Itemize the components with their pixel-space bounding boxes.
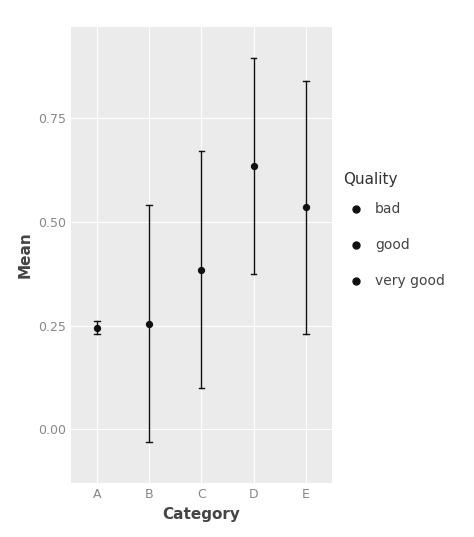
Point bbox=[146, 319, 153, 328]
Point bbox=[198, 265, 205, 274]
Point bbox=[302, 203, 310, 212]
Text: good: good bbox=[375, 238, 410, 252]
Point bbox=[250, 162, 257, 170]
Point bbox=[93, 323, 101, 332]
Text: very good: very good bbox=[375, 274, 445, 288]
Text: bad: bad bbox=[375, 202, 401, 216]
X-axis label: Category: Category bbox=[163, 507, 240, 522]
Text: Quality: Quality bbox=[343, 172, 397, 187]
Y-axis label: Mean: Mean bbox=[18, 231, 33, 279]
